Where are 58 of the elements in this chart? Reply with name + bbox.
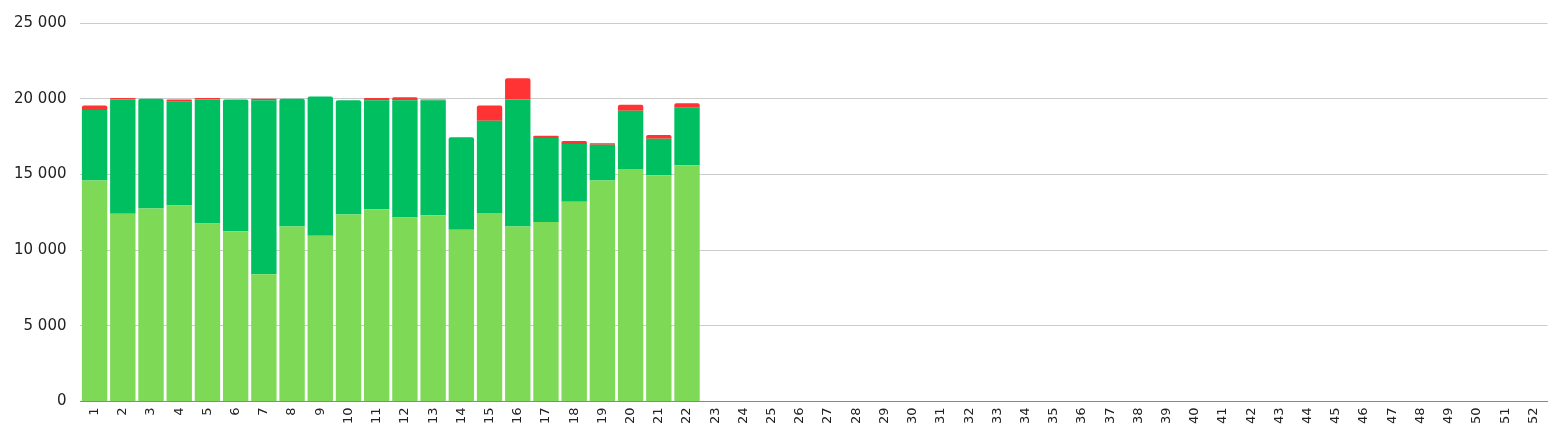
- x-tick-label: 1: [85, 407, 101, 416]
- y-tick-label: 0: [56, 391, 67, 410]
- x-tick-label: 37: [1101, 407, 1117, 424]
- x-tick-label: 24: [734, 407, 750, 424]
- x-tick-label: 15: [480, 407, 496, 424]
- x-tick-label: 30: [904, 407, 920, 424]
- x-tick-label: 10: [339, 407, 355, 424]
- x-tick-label: 45: [1327, 407, 1343, 424]
- x-tick-label: 14: [452, 407, 468, 424]
- x-tick-label: 48: [1411, 407, 1427, 424]
- x-tick-label: 34: [1016, 407, 1032, 424]
- x-tick-label: 29: [875, 407, 891, 424]
- x-tick-label: 46: [1355, 407, 1371, 424]
- x-tick-label: 19: [593, 407, 609, 424]
- x-tick-label: 4: [170, 407, 186, 416]
- x-tick-label: 12: [396, 407, 412, 424]
- x-tick-label: 26: [791, 407, 807, 424]
- x-tick-label: 47: [1383, 407, 1399, 424]
- x-tick-label: 3: [142, 407, 158, 416]
- x-tick-label: 5: [198, 407, 214, 416]
- x-tick-label: 11: [368, 407, 384, 424]
- x-tick-label: 13: [424, 407, 440, 424]
- x-tick-label: 6: [227, 407, 243, 416]
- x-tick-label: 28: [847, 407, 863, 424]
- x-tick-label: 50: [1468, 407, 1484, 424]
- x-tick-label: 43: [1270, 407, 1286, 424]
- x-tick-label: 9: [311, 407, 327, 416]
- x-tick-label: 31: [932, 407, 948, 424]
- x-tick-label: 20: [621, 407, 637, 424]
- x-tick-label: 17: [537, 407, 553, 424]
- x-tick-label: 52: [1524, 407, 1540, 424]
- x-tick-label: 35: [1045, 407, 1061, 424]
- y-tick-label: 20 000: [13, 88, 67, 107]
- y-tick-label: 10 000: [13, 239, 67, 258]
- x-tick-label: 32: [960, 407, 976, 424]
- x-tick-label: 51: [1496, 407, 1512, 424]
- x-tick-label: 21: [650, 407, 666, 424]
- y-tick-label: 25 000: [13, 12, 67, 31]
- x-tick-label: 2: [114, 407, 130, 416]
- x-tick-label: 22: [678, 407, 694, 424]
- x-tick-label: 7: [255, 407, 271, 416]
- x-tick-label: 44: [1299, 407, 1315, 424]
- x-tick-label: 40: [1186, 407, 1202, 424]
- x-tick-label: 18: [565, 407, 581, 424]
- x-tick-label: 25: [763, 407, 779, 424]
- x-tick-label: 36: [1073, 407, 1089, 424]
- x-tick-label: 27: [819, 407, 835, 424]
- x-tick-label: 42: [1242, 407, 1258, 424]
- x-tick-label: 41: [1214, 407, 1230, 424]
- y-tick-label: 15 000: [13, 164, 67, 183]
- x-tick-label: 39: [1157, 407, 1173, 424]
- x-tick-label: 49: [1440, 407, 1456, 424]
- x-tick-label: 33: [988, 407, 1004, 424]
- x-tick-label: 38: [1129, 407, 1145, 424]
- y-tick-label: 5 000: [23, 315, 67, 334]
- x-tick-label: 8: [283, 407, 299, 416]
- x-tick-label: 23: [706, 407, 722, 424]
- x-tick-label: 16: [509, 407, 525, 424]
